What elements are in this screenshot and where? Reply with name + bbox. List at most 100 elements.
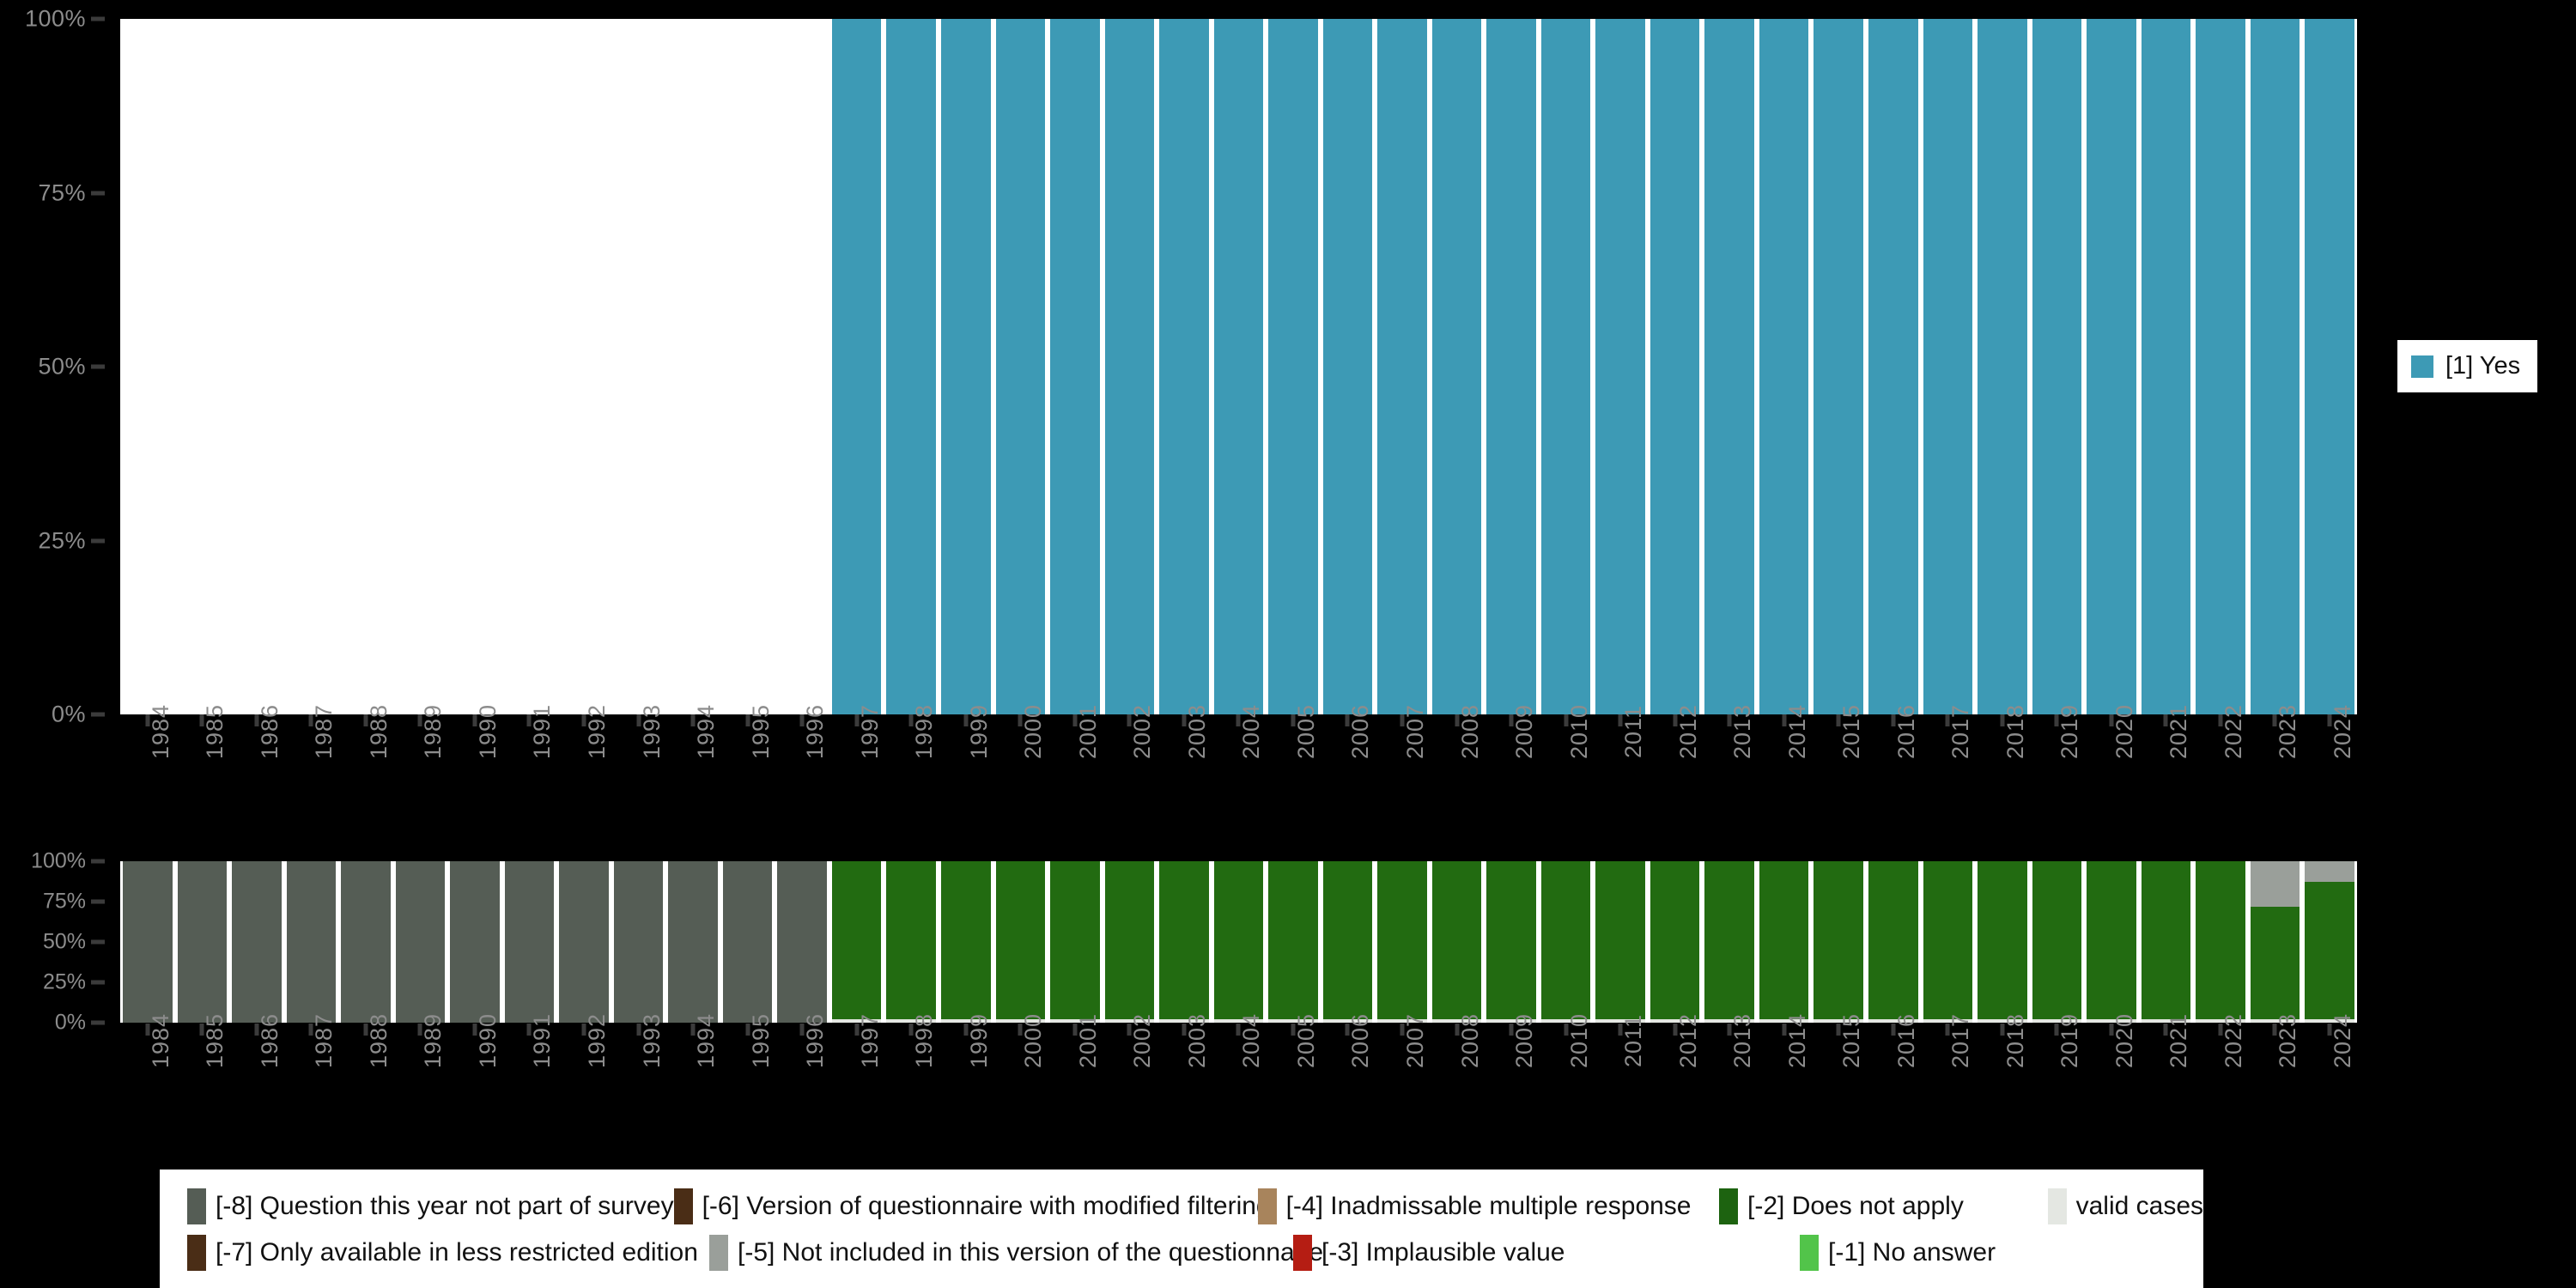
lower-bar-stack[interactable] [2250,861,2300,1023]
lower-bar-stack[interactable] [341,861,391,1023]
legend-entry[interactable]: [-3] Implausible value [1293,1230,1800,1276]
lower-bar-segment [1104,861,1155,1020]
lower-bar-stack[interactable] [1486,861,1536,1023]
main-bar[interactable] [886,19,936,714]
main-bar[interactable] [1595,19,1645,714]
main-bar[interactable] [2196,19,2245,714]
main-bar-slot [120,19,175,714]
lower-bar-stack[interactable] [1213,861,1264,1023]
legend-entry[interactable]: valid cases [2047,1183,2203,1230]
x-tick-mark [526,1024,532,1036]
lower-bar-stack[interactable] [286,861,337,1023]
main-bar[interactable] [1868,19,1918,714]
main-bar[interactable] [1814,19,1863,714]
main-bar[interactable] [1978,19,2027,714]
lower-bar-stack[interactable] [1923,861,1973,1023]
main-bar[interactable] [1759,19,1809,714]
lower-bar-stack[interactable] [1595,861,1645,1023]
x-tick-mark [1345,1024,1350,1036]
main-bar[interactable] [2087,19,2136,714]
lower-bar-stack[interactable] [1814,861,1863,1023]
lower-bar-stack[interactable] [1159,861,1209,1023]
lower-bar-stack[interactable] [504,861,555,1023]
legend-entry[interactable]: [-6] Version of questionnaire with modif… [673,1183,1271,1230]
lower-bar-stack[interactable] [2141,861,2191,1023]
main-bar[interactable] [1377,19,1427,714]
main-bar-slot [1048,19,1103,714]
lower-bar-stack[interactable] [1377,861,1427,1023]
lower-bar-slot [775,861,829,1023]
lower-bar-stack[interactable] [886,861,936,1023]
main-bar[interactable] [1923,19,1973,714]
main-bar[interactable] [1704,19,1754,714]
legend-entry[interactable]: [-5] Not included in this version of the… [709,1230,1323,1276]
lower-bar-stack[interactable] [177,861,228,1023]
x-axis-tick: 2014 [1757,704,1812,843]
lower-bar-stack[interactable] [831,861,882,1023]
x-axis-tick: 2017 [1921,1013,1976,1152]
x-tick-label: 1997 [856,1012,883,1069]
x-tick-mark [1727,1024,1732,1036]
lower-bar-stack[interactable] [395,861,446,1023]
legend-entry[interactable]: [-4] Inadmissable multiple response [1257,1183,1719,1230]
main-bar[interactable] [1159,19,1209,714]
legend-entry[interactable]: [-7] Only available in less restricted e… [160,1230,709,1276]
main-bar[interactable] [2032,19,2082,714]
lower-bar-stack[interactable] [1978,861,2027,1023]
main-bar[interactable] [1486,19,1536,714]
main-bar[interactable] [1268,19,1318,714]
main-bar[interactable] [995,19,1046,714]
lower-bar-stack[interactable] [1759,861,1809,1023]
lower-bar-stack[interactable] [1104,861,1155,1023]
x-tick-label: 2020 [2111,703,2137,760]
main-bar[interactable] [2305,19,2354,714]
main-bar[interactable] [2141,19,2191,714]
lower-bar-stack[interactable] [2032,861,2082,1023]
legend-entry[interactable]: [-1] No answer [1800,1230,2160,1276]
lower-bar-stack[interactable] [450,861,500,1023]
lower-bar-stack[interactable] [559,861,609,1023]
lower-bar-stack[interactable] [995,861,1046,1023]
legend-entry[interactable]: [-2] Does not apply [1719,1183,2048,1230]
main-bar[interactable] [1540,19,1591,714]
lower-bar-stack[interactable] [2196,861,2245,1023]
x-axis-tick: 1993 [611,704,666,843]
lower-bar-stack[interactable] [1268,861,1318,1023]
lower-y-tick-mark [91,859,105,864]
lower-bar-stack[interactable] [1050,861,1100,1023]
lower-bar-stack[interactable] [613,861,664,1023]
lower-bar-stack[interactable] [1322,861,1373,1023]
lower-bar-slot [1157,861,1212,1023]
main-bar[interactable] [1050,19,1100,714]
lower-bar-stack[interactable] [722,861,773,1023]
lower-bar-stack[interactable] [2087,861,2136,1023]
main-bar[interactable] [2250,19,2300,714]
main-bar[interactable] [1649,19,1700,714]
main-bar[interactable] [1104,19,1155,714]
lower-bar-stack[interactable] [668,861,718,1023]
x-axis-tick: 1991 [502,704,557,843]
lower-bar-slot [1212,861,1267,1023]
lower-bar-stack[interactable] [1540,861,1591,1023]
main-bar[interactable] [1431,19,1482,714]
x-axis-tick: 2020 [2084,1013,2139,1152]
lower-bar-stack[interactable] [1704,861,1754,1023]
main-bar[interactable] [940,19,991,714]
x-tick-label: 1990 [474,703,501,760]
lower-bar-stack[interactable] [1431,861,1482,1023]
legend-entry[interactable]: [-8] Question this year not part of surv… [160,1183,674,1230]
lower-bar-stack[interactable] [777,861,827,1023]
lower-bar-slot [1648,861,1703,1023]
lower-bar-stack[interactable] [2305,861,2354,1023]
lower-bar-stack[interactable] [1649,861,1700,1023]
main-bar[interactable] [1213,19,1264,714]
x-axis-tick: 1995 [720,1013,775,1152]
lower-bar-stack[interactable] [123,861,173,1023]
lower-bar-stack[interactable] [940,861,991,1023]
main-bar-slot [1539,19,1594,714]
main-bar[interactable] [831,19,882,714]
lower-bar-stack[interactable] [232,861,282,1023]
legend-swatch [187,1188,206,1224]
lower-bar-stack[interactable] [1868,861,1918,1023]
main-bar[interactable] [1322,19,1373,714]
